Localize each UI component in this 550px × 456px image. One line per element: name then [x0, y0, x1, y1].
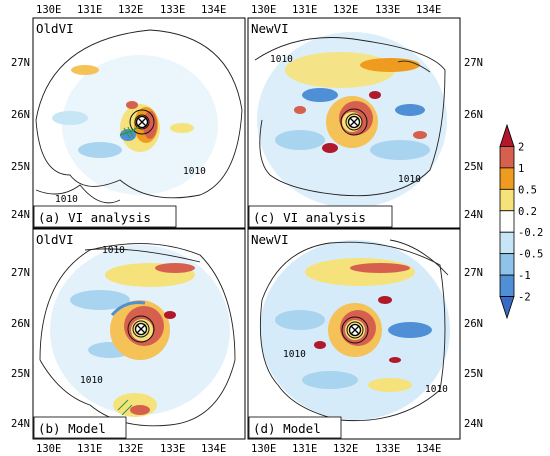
lon-tick: 130E: [251, 4, 276, 16]
colorbar-label: -2: [518, 292, 531, 304]
colorbar-label: 1: [518, 163, 524, 175]
panel-d-field: [259, 239, 450, 422]
panel-c-title: NewVI: [251, 21, 289, 36]
colorbar-label: -0.5: [518, 249, 543, 261]
lon-axis-top-right: 130E 131E 132E 133E 134E: [251, 4, 441, 16]
lat-tick: 24N: [464, 209, 483, 221]
lon-tick: 132E: [333, 4, 358, 16]
panel-b-isobar-label: 1010: [80, 375, 103, 386]
lon-axis-bottom-left: 130E 131E 132E 133E 134E: [36, 443, 226, 455]
lon-tick: 131E: [292, 443, 317, 455]
lat-axis-right-top: 27N 26N 25N 24N: [464, 57, 483, 221]
colorbar-label: 0.5: [518, 184, 537, 196]
lon-tick: 133E: [375, 443, 400, 455]
lat-tick: 26N: [11, 318, 30, 330]
lat-axis-left-top: 27N 26N 25N 24N: [11, 57, 30, 221]
lat-tick: 25N: [464, 161, 483, 173]
lon-tick: 130E: [36, 4, 61, 16]
lat-tick: 24N: [11, 209, 30, 221]
lat-tick: 26N: [464, 109, 483, 121]
lat-tick: 26N: [464, 318, 483, 330]
colorbar-segment: [499, 210, 515, 233]
panel-c-isobar-label: 1010: [398, 174, 421, 185]
panel-a-caption: (a) VI analysis: [38, 210, 151, 225]
panel-a-isobar-label: 1010: [183, 166, 206, 177]
panel-b: OldVI (b) Model 1010 1010: [32, 228, 246, 440]
colorbar-label: 2: [518, 141, 524, 153]
lat-tick: 27N: [11, 57, 30, 69]
colorbar-label: -0.2: [518, 227, 543, 239]
lon-tick: 133E: [375, 4, 400, 16]
lon-tick: 130E: [36, 443, 61, 455]
lon-tick: 134E: [416, 4, 441, 16]
colorbar-label: -1: [518, 270, 531, 282]
panel-d-caption: (d) Model: [253, 421, 321, 436]
panel-d-isobar-label: 1010: [425, 384, 448, 395]
track-icon: [117, 399, 133, 416]
lon-tick: 134E: [201, 443, 226, 455]
panel-d: NewVI (d) Model 1010 1010: [247, 228, 461, 440]
lon-tick: 134E: [201, 4, 226, 16]
panel-c-isobar-label: 1010: [270, 54, 293, 65]
lon-axis-top-left: 130E 131E 132E 133E 134E: [36, 4, 226, 16]
lon-tick: 131E: [292, 4, 317, 16]
lon-tick: 132E: [118, 443, 143, 455]
panel-b-caption: (b) Model: [38, 421, 106, 436]
lon-axis-bottom-right: 130E 131E 132E 133E 134E: [251, 443, 441, 455]
lon-tick: 133E: [160, 4, 185, 16]
colorbar: 2 1 0.5 0.2 -0.2 -0.5 -1 -2: [499, 123, 543, 320]
lon-tick: 133E: [160, 443, 185, 455]
lon-tick: 131E: [77, 443, 102, 455]
colorbar-segment: [499, 296, 515, 320]
colorbar-segment: [499, 123, 515, 147]
colorbar-segment: [499, 231, 515, 255]
panel-b-title: OldVI: [36, 232, 74, 247]
lat-tick: 25N: [11, 368, 30, 380]
lon-tick: 132E: [333, 443, 358, 455]
colorbar-segment: [499, 253, 515, 276]
panel-b-isobar-label: 1010: [102, 245, 125, 256]
lat-axis-right-bottom: 27N 26N 25N 24N: [464, 267, 483, 430]
lat-tick: 25N: [11, 161, 30, 173]
lon-tick: 132E: [118, 4, 143, 16]
panel-b-field: [39, 243, 236, 427]
lat-tick: 24N: [11, 418, 30, 430]
track-icon: [119, 126, 139, 136]
panel-a-isobar-label: 1010: [55, 194, 78, 205]
panel-a-title: OldVI: [36, 21, 74, 36]
panel-d-isobar-label: 1010: [283, 349, 306, 360]
lat-tick: 25N: [464, 368, 483, 380]
lat-tick: 26N: [11, 109, 30, 121]
colorbar-segment: [499, 274, 515, 297]
panel-a-field: [35, 29, 243, 204]
colorbar-segment: [499, 188, 515, 212]
lon-tick: 134E: [416, 443, 441, 455]
colorbar-label: 0.2: [518, 206, 537, 218]
panel-c-field: [254, 32, 447, 208]
colorbar-segment: [499, 167, 515, 190]
lon-tick: 130E: [251, 443, 276, 455]
panel-a: OldVI (a) VI analysis 1010 1010: [32, 17, 246, 229]
lat-tick: 27N: [464, 57, 483, 69]
panel-d-title: NewVI: [251, 232, 289, 247]
lat-tick: 27N: [464, 267, 483, 279]
lat-axis-left-bottom: 27N 26N 25N 24N: [11, 267, 30, 430]
lon-tick: 131E: [77, 4, 102, 16]
lat-tick: 24N: [464, 418, 483, 430]
panel-c: NewVI (c) VI analysis 1010 1010: [247, 17, 461, 229]
lat-tick: 27N: [11, 267, 30, 279]
colorbar-segment: [499, 146, 515, 169]
panel-c-caption: (c) VI analysis: [253, 210, 366, 225]
